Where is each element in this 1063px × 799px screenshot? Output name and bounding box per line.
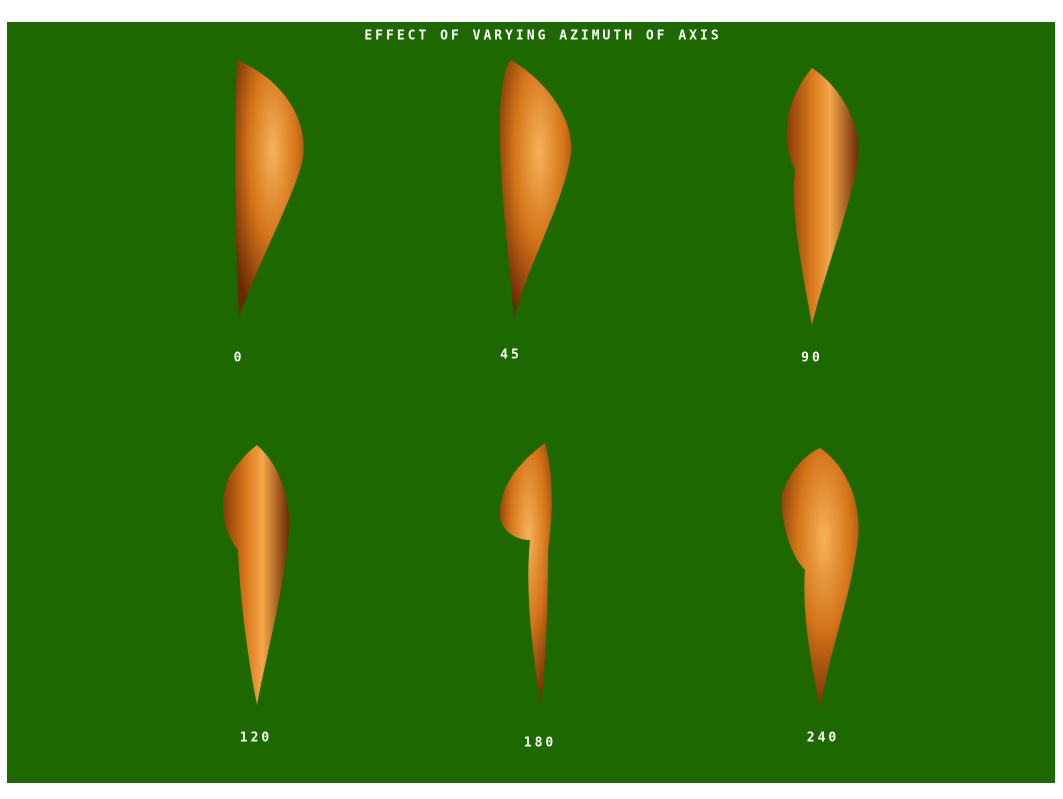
panel-label: 90 — [801, 351, 823, 366]
panel-label: 240 — [807, 731, 839, 746]
shape — [786, 68, 859, 325]
shape — [499, 443, 552, 705]
shape — [781, 448, 859, 708]
panel-label: 45 — [500, 348, 522, 363]
shape — [223, 445, 290, 705]
shape — [499, 60, 572, 318]
panel-label: 120 — [240, 731, 272, 746]
shape — [235, 60, 304, 318]
panel-label: 180 — [524, 736, 556, 751]
panel-label: 0 — [234, 351, 245, 366]
title: EFFECT OF VARYING AZIMUTH OF AXIS — [364, 29, 721, 44]
